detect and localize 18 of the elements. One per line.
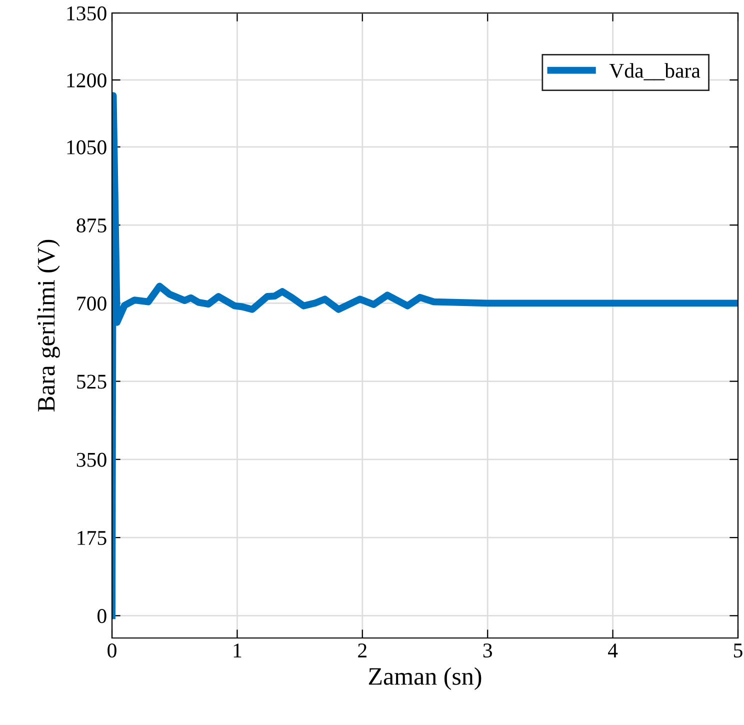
- y-tick-label: 1350: [67, 6, 106, 20]
- y-axis-title: Bara gerilimi (V): [37, 240, 60, 412]
- y-tick-label: 700: [77, 296, 106, 311]
- x-tick-label: 1: [234, 644, 242, 658]
- y-tick-label: 525: [77, 374, 106, 389]
- y-tick-label: 0: [98, 609, 106, 624]
- x-tick-label: 5: [734, 644, 742, 658]
- y-tick-label: 1200: [67, 73, 106, 88]
- x-tick-label: 4: [608, 644, 618, 658]
- y-tick-label: 875: [76, 218, 106, 232]
- x-axis-title: Zaman (sn): [368, 667, 482, 690]
- y-tick-label: 350: [76, 452, 106, 467]
- x-tick-label: 2: [358, 644, 366, 658]
- x-tick-label: 3: [483, 644, 492, 658]
- y-tick-label: 1050: [67, 140, 106, 154]
- y-tick-label: 175: [78, 531, 106, 545]
- legend-label: Vda__bara: [609, 63, 700, 80]
- x-tick-label: 0: [108, 643, 116, 658]
